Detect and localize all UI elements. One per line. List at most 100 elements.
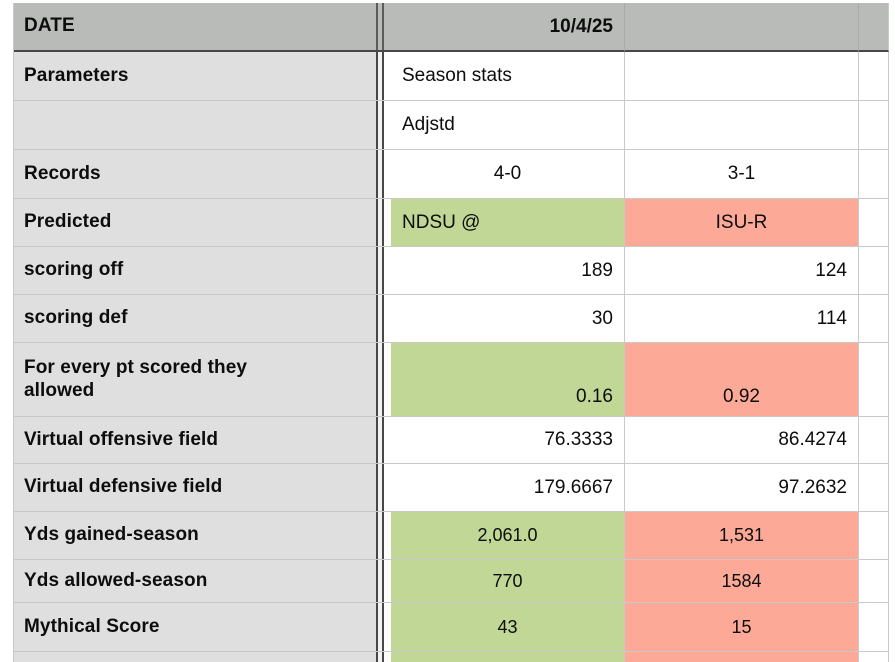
cell-records-isur[interactable]: 3-1	[625, 150, 859, 199]
cell-virtual-off-ndsu[interactable]: 76.3333	[391, 417, 625, 464]
frozen-pane-divider	[376, 199, 391, 247]
row-records: Records 4-0 3-1	[0, 150, 895, 199]
left-margin	[0, 247, 14, 295]
right-margin	[889, 652, 895, 662]
frozen-pane-divider	[376, 560, 391, 603]
row-scoring-def-label[interactable]: scoring def	[14, 295, 376, 343]
row-label-text: Predicted	[24, 211, 112, 233]
row-partial-bottom	[0, 652, 895, 662]
cell-partial-extra[interactable]	[859, 652, 889, 662]
cell-scoring-def-isur[interactable]: 114	[625, 295, 859, 343]
right-margin	[889, 101, 895, 150]
right-margin	[889, 295, 895, 343]
cell-partial-isur[interactable]	[625, 652, 859, 662]
right-margin	[889, 417, 895, 464]
row-label-text: Yds gained-season	[24, 524, 199, 546]
cell-parameters-isur[interactable]	[625, 52, 859, 101]
header-date-cell[interactable]: 10/4/25	[391, 3, 625, 52]
cell-yds-allowed-isur[interactable]: 1584	[625, 560, 859, 603]
cell-virtual-off-isur[interactable]: 86.4274	[625, 417, 859, 464]
cell-pt-ratio-isur[interactable]: 0.92	[625, 343, 859, 417]
cell-virtual-def-isur[interactable]: 97.2632	[625, 464, 859, 512]
row-mythical-score-label[interactable]: Mythical Score	[14, 603, 376, 652]
frozen-pane-divider	[376, 652, 391, 662]
cell-yds-allowed-extra[interactable]	[859, 560, 889, 603]
cell-adjstd-ndsu[interactable]: Adjstd	[391, 101, 625, 150]
right-margin	[889, 464, 895, 512]
left-margin	[0, 417, 14, 464]
cell-virtual-off-extra[interactable]	[859, 417, 889, 464]
row-predicted-label[interactable]: Predicted	[14, 199, 376, 247]
frozen-pane-divider	[376, 3, 391, 52]
cell-yds-allowed-ndsu[interactable]: 770	[391, 560, 625, 603]
header-empty-cell-2[interactable]	[859, 3, 889, 52]
cell-adjstd-isur[interactable]	[625, 101, 859, 150]
cell-predicted-isur[interactable]: ISU-R	[625, 199, 859, 247]
row-virtual-def-label[interactable]: Virtual defensive field	[14, 464, 376, 512]
right-margin	[889, 150, 895, 199]
frozen-pane-divider	[376, 247, 391, 295]
right-margin	[889, 3, 895, 52]
row-virtual-off-label[interactable]: Virtual offensive field	[14, 417, 376, 464]
cell-parameters-ndsu[interactable]: Season stats	[391, 52, 625, 101]
cell-scoring-def-ndsu[interactable]: 30	[391, 295, 625, 343]
cell-pt-ratio-ndsu[interactable]: 0.16	[391, 343, 625, 417]
left-margin	[0, 560, 14, 603]
row-label-text: Mythical Score	[24, 615, 160, 637]
header-label-cell[interactable]: DATE	[14, 3, 376, 52]
row-label-text: Parameters	[24, 64, 129, 86]
cell-scoring-off-isur[interactable]: 124	[625, 247, 859, 295]
row-pt-ratio-label[interactable]: For every pt scored they allowed	[14, 343, 376, 417]
left-margin	[0, 52, 14, 101]
row-adjstd-label[interactable]	[14, 101, 376, 150]
row-mythical-score: Mythical Score 43 15	[0, 603, 895, 652]
cell-predicted-ndsu[interactable]: NDSU @	[391, 199, 625, 247]
cell-parameters-extra[interactable]	[859, 52, 889, 101]
row-records-label[interactable]: Records	[14, 150, 376, 199]
cell-yds-gained-extra[interactable]	[859, 512, 889, 560]
cell-partial-ndsu[interactable]	[391, 652, 625, 662]
header-row: DATE 10/4/25	[0, 3, 895, 52]
cell-yds-gained-ndsu[interactable]: 2,061.0	[391, 512, 625, 560]
frozen-pane-divider	[376, 295, 391, 343]
top-margin	[0, 0, 895, 3]
row-parameters-label[interactable]: Parameters	[14, 52, 376, 101]
cell-predicted-extra[interactable]	[859, 199, 889, 247]
right-margin	[889, 247, 895, 295]
right-margin	[889, 52, 895, 101]
row-virtual-off: Virtual offensive field 76.3333 86.4274	[0, 417, 895, 464]
row-yds-allowed-label[interactable]: Yds allowed-season	[14, 560, 376, 603]
header-label-text: DATE	[24, 15, 75, 37]
cell-mythical-ndsu[interactable]: 43	[391, 603, 625, 652]
cell-virtual-def-extra[interactable]	[859, 464, 889, 512]
row-yds-allowed: Yds allowed-season 770 1584	[0, 560, 895, 603]
row-yds-gained-label[interactable]: Yds gained-season	[14, 512, 376, 560]
header-empty-cell-1[interactable]	[625, 3, 859, 52]
row-yds-gained: Yds gained-season 2,061.0 1,531	[0, 512, 895, 560]
row-label-text: For every pt scored they allowed	[24, 357, 248, 401]
cell-scoring-off-extra[interactable]	[859, 247, 889, 295]
cell-virtual-def-ndsu[interactable]: 179.6667	[391, 464, 625, 512]
row-label-text: Yds allowed-season	[24, 569, 208, 591]
cell-records-ndsu[interactable]: 4-0	[391, 150, 625, 199]
cell-scoring-off-ndsu[interactable]: 189	[391, 247, 625, 295]
frozen-pane-divider	[376, 343, 391, 417]
cell-yds-gained-isur[interactable]: 1,531	[625, 512, 859, 560]
row-label-text: Records	[24, 162, 101, 184]
cell-scoring-def-extra[interactable]	[859, 295, 889, 343]
row-label-text: Virtual offensive field	[24, 428, 219, 450]
row-scoring-off-label[interactable]: scoring off	[14, 247, 376, 295]
row-pt-ratio: For every pt scored they allowed 0.16 0.…	[0, 343, 895, 417]
left-margin	[0, 464, 14, 512]
cell-pt-ratio-extra[interactable]	[859, 343, 889, 417]
row-partial-label[interactable]	[14, 652, 376, 662]
left-margin	[0, 603, 14, 652]
left-margin	[0, 3, 14, 52]
row-scoring-off: scoring off 189 124	[0, 247, 895, 295]
left-margin	[0, 101, 14, 150]
cell-mythical-isur[interactable]: 15	[625, 603, 859, 652]
row-label-text: scoring def	[24, 307, 128, 329]
cell-records-extra[interactable]	[859, 150, 889, 199]
cell-mythical-extra[interactable]	[859, 603, 889, 652]
cell-adjstd-extra[interactable]	[859, 101, 889, 150]
